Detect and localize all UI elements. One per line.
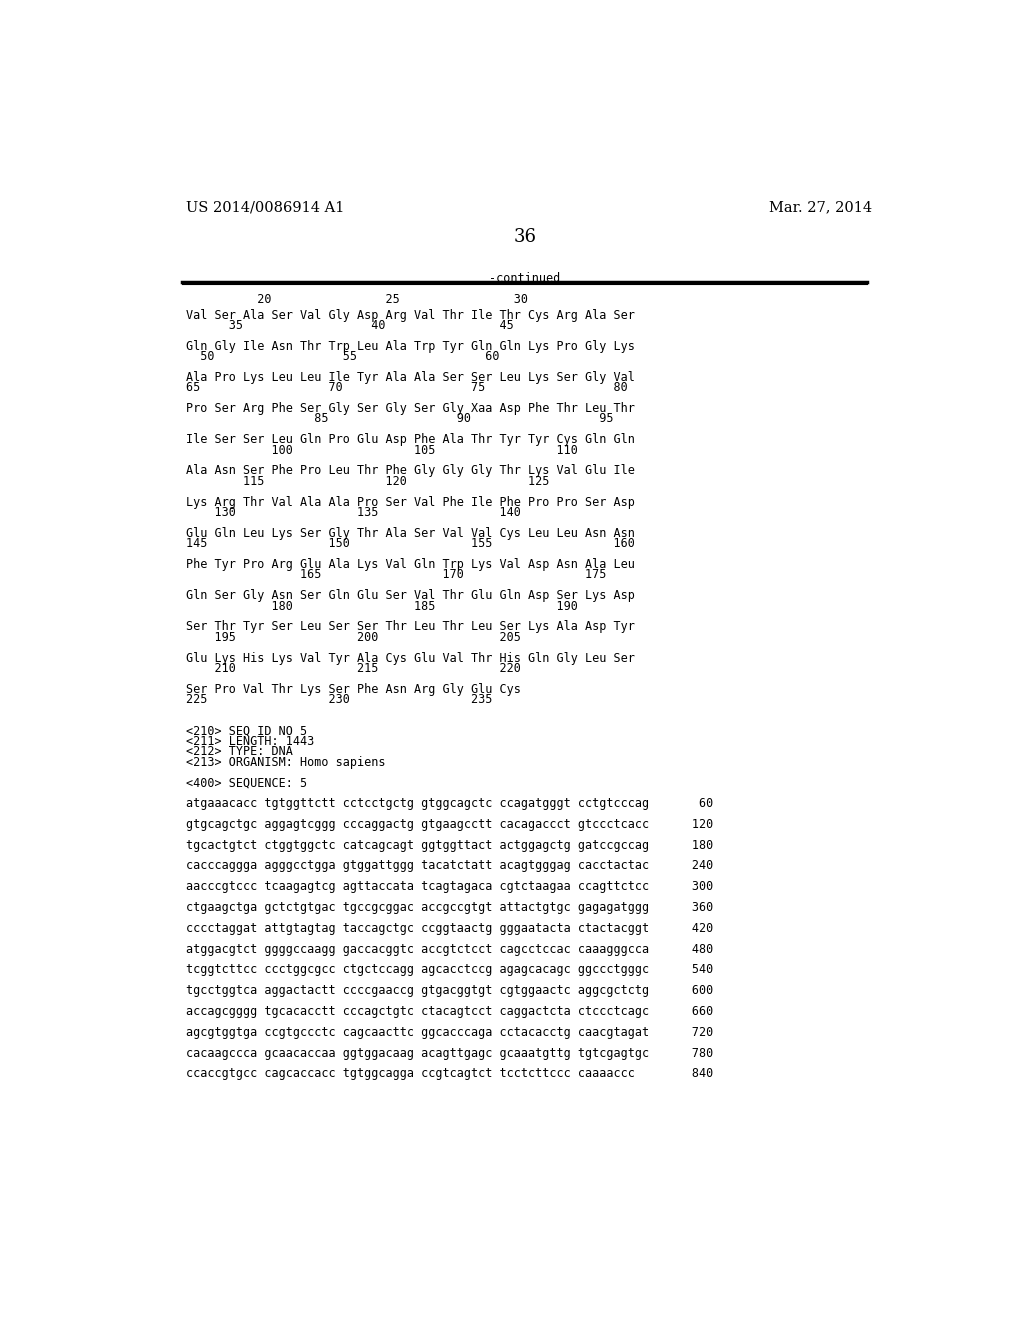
- Text: 35                  40                45: 35 40 45: [186, 319, 514, 331]
- Text: cacccaggga agggcctgga gtggattggg tacatctatt acagtgggag cacctactac      240: cacccaggga agggcctgga gtggattggg tacatct…: [186, 859, 714, 873]
- Text: 36: 36: [513, 227, 537, 246]
- Text: <400> SEQUENCE: 5: <400> SEQUENCE: 5: [186, 776, 307, 789]
- Text: <211> LENGTH: 1443: <211> LENGTH: 1443: [186, 735, 314, 747]
- Text: Phe Tyr Pro Arg Glu Ala Lys Val Gln Trp Lys Val Asp Asn Ala Leu: Phe Tyr Pro Arg Glu Ala Lys Val Gln Trp …: [186, 558, 635, 572]
- Text: Ser Thr Tyr Ser Leu Ser Ser Thr Leu Thr Leu Ser Lys Ala Asp Tyr: Ser Thr Tyr Ser Leu Ser Ser Thr Leu Thr …: [186, 620, 635, 634]
- Text: atggacgtct ggggccaagg gaccacggtc accgtctcct cagcctccac caaagggcca      480: atggacgtct ggggccaagg gaccacggtc accgtct…: [186, 942, 714, 956]
- Text: 115                 120                 125: 115 120 125: [186, 475, 550, 488]
- Text: Gln Gly Ile Asn Thr Trp Leu Ala Trp Tyr Gln Gln Lys Pro Gly Lys: Gln Gly Ile Asn Thr Trp Leu Ala Trp Tyr …: [186, 339, 635, 352]
- Text: tgcctggtca aggactactt ccccgaaccg gtgacggtgt cgtggaactc aggcgctctg      600: tgcctggtca aggactactt ccccgaaccg gtgacgg…: [186, 985, 714, 997]
- Text: Ile Ser Ser Leu Gln Pro Glu Asp Phe Ala Thr Tyr Tyr Cys Gln Gln: Ile Ser Ser Leu Gln Pro Glu Asp Phe Ala …: [186, 433, 635, 446]
- Text: Pro Ser Arg Phe Ser Gly Ser Gly Ser Gly Xaa Asp Phe Thr Leu Thr: Pro Ser Arg Phe Ser Gly Ser Gly Ser Gly …: [186, 403, 635, 414]
- Text: <213> ORGANISM: Homo sapiens: <213> ORGANISM: Homo sapiens: [186, 755, 386, 768]
- Text: 65                  70                  75                  80: 65 70 75 80: [186, 381, 628, 395]
- Text: Gln Ser Gly Asn Ser Gln Glu Ser Val Thr Glu Gln Asp Ser Lys Asp: Gln Ser Gly Asn Ser Gln Glu Ser Val Thr …: [186, 589, 635, 602]
- Text: 100                 105                 110: 100 105 110: [186, 444, 578, 457]
- Text: Glu Gln Leu Lys Ser Gly Thr Ala Ser Val Val Cys Leu Leu Asn Asn: Glu Gln Leu Lys Ser Gly Thr Ala Ser Val …: [186, 527, 635, 540]
- Text: 145                 150                 155                 160: 145 150 155 160: [186, 537, 635, 550]
- Text: Val Ser Ala Ser Val Gly Asp Arg Val Thr Ile Thr Cys Arg Ala Ser: Val Ser Ala Ser Val Gly Asp Arg Val Thr …: [186, 309, 635, 322]
- Text: agcgtggtga ccgtgccctc cagcaacttc ggcacccaga cctacacctg caacgtagat      720: agcgtggtga ccgtgccctc cagcaacttc ggcaccc…: [186, 1026, 714, 1039]
- Text: 85                  90                  95: 85 90 95: [186, 412, 613, 425]
- Text: gtgcagctgc aggagtcggg cccaggactg gtgaagcctt cacagaccct gtccctcacc      120: gtgcagctgc aggagtcggg cccaggactg gtgaagc…: [186, 818, 714, 830]
- Text: tcggtcttcc ccctggcgcc ctgctccagg agcacctccg agagcacagc ggccctgggc      540: tcggtcttcc ccctggcgcc ctgctccagg agcacct…: [186, 964, 714, 977]
- Text: ctgaagctga gctctgtgac tgccgcggac accgccgtgt attactgtgc gagagatggg      360: ctgaagctga gctctgtgac tgccgcggac accgccg…: [186, 902, 714, 913]
- Text: atgaaacacc tgtggttctt cctcctgctg gtggcagctc ccagatgggt cctgtcccag       60: atgaaacacc tgtggttctt cctcctgctg gtggcag…: [186, 797, 714, 810]
- Text: Glu Lys His Lys Val Tyr Ala Cys Glu Val Thr His Gln Gly Leu Ser: Glu Lys His Lys Val Tyr Ala Cys Glu Val …: [186, 652, 635, 664]
- Text: Ser Pro Val Thr Lys Ser Phe Asn Arg Gly Glu Cys: Ser Pro Val Thr Lys Ser Phe Asn Arg Gly …: [186, 682, 521, 696]
- Text: Ala Pro Lys Leu Leu Ile Tyr Ala Ala Ser Ser Leu Lys Ser Gly Val: Ala Pro Lys Leu Leu Ile Tyr Ala Ala Ser …: [186, 371, 635, 384]
- Text: 50                  55                  60: 50 55 60: [186, 350, 500, 363]
- Text: aacccgtccc tcaagagtcg agttaccata tcagtagaca cgtctaagaa ccagttctcc      300: aacccgtccc tcaagagtcg agttaccata tcagtag…: [186, 880, 714, 894]
- Text: Ala Asn Ser Phe Pro Leu Thr Phe Gly Gly Gly Thr Lys Val Glu Ile: Ala Asn Ser Phe Pro Leu Thr Phe Gly Gly …: [186, 465, 635, 478]
- Text: US 2014/0086914 A1: US 2014/0086914 A1: [186, 201, 344, 215]
- Text: 210                 215                 220: 210 215 220: [186, 663, 521, 675]
- Text: Lys Arg Thr Val Ala Ala Pro Ser Val Phe Ile Phe Pro Pro Ser Asp: Lys Arg Thr Val Ala Ala Pro Ser Val Phe …: [186, 496, 635, 508]
- Text: Mar. 27, 2014: Mar. 27, 2014: [769, 201, 872, 215]
- Text: -continued: -continued: [489, 272, 560, 285]
- Text: 130                 135                 140: 130 135 140: [186, 506, 521, 519]
- Text: <212> TYPE: DNA: <212> TYPE: DNA: [186, 744, 293, 758]
- Text: 225                 230                 235: 225 230 235: [186, 693, 493, 706]
- Text: ccaccgtgcc cagcaccacc tgtggcagga ccgtcagtct tcctcttccc caaaaccc        840: ccaccgtgcc cagcaccacc tgtggcagga ccgtcag…: [186, 1068, 714, 1080]
- Text: <210> SEQ ID NO 5: <210> SEQ ID NO 5: [186, 725, 307, 738]
- Text: 195                 200                 205: 195 200 205: [186, 631, 521, 644]
- Text: 20                25                30: 20 25 30: [186, 293, 528, 306]
- Text: cccctaggat attgtagtag taccagctgc ccggtaactg gggaatacta ctactacggt      420: cccctaggat attgtagtag taccagctgc ccggtaa…: [186, 921, 714, 935]
- Text: tgcactgtct ctggtggctc catcagcagt ggtggttact actggagctg gatccgccag      180: tgcactgtct ctggtggctc catcagcagt ggtggtt…: [186, 838, 714, 851]
- Text: cacaagccca gcaacaccaa ggtggacaag acagttgagc gcaaatgttg tgtcgagtgc      780: cacaagccca gcaacaccaa ggtggacaag acagttg…: [186, 1047, 714, 1060]
- Text: accagcgggg tgcacacctt cccagctgtc ctacagtcct caggactcta ctccctcagc      660: accagcgggg tgcacacctt cccagctgtc ctacagt…: [186, 1005, 714, 1018]
- Text: 165                 170                 175: 165 170 175: [186, 569, 606, 581]
- Text: 180                 185                 190: 180 185 190: [186, 599, 578, 612]
